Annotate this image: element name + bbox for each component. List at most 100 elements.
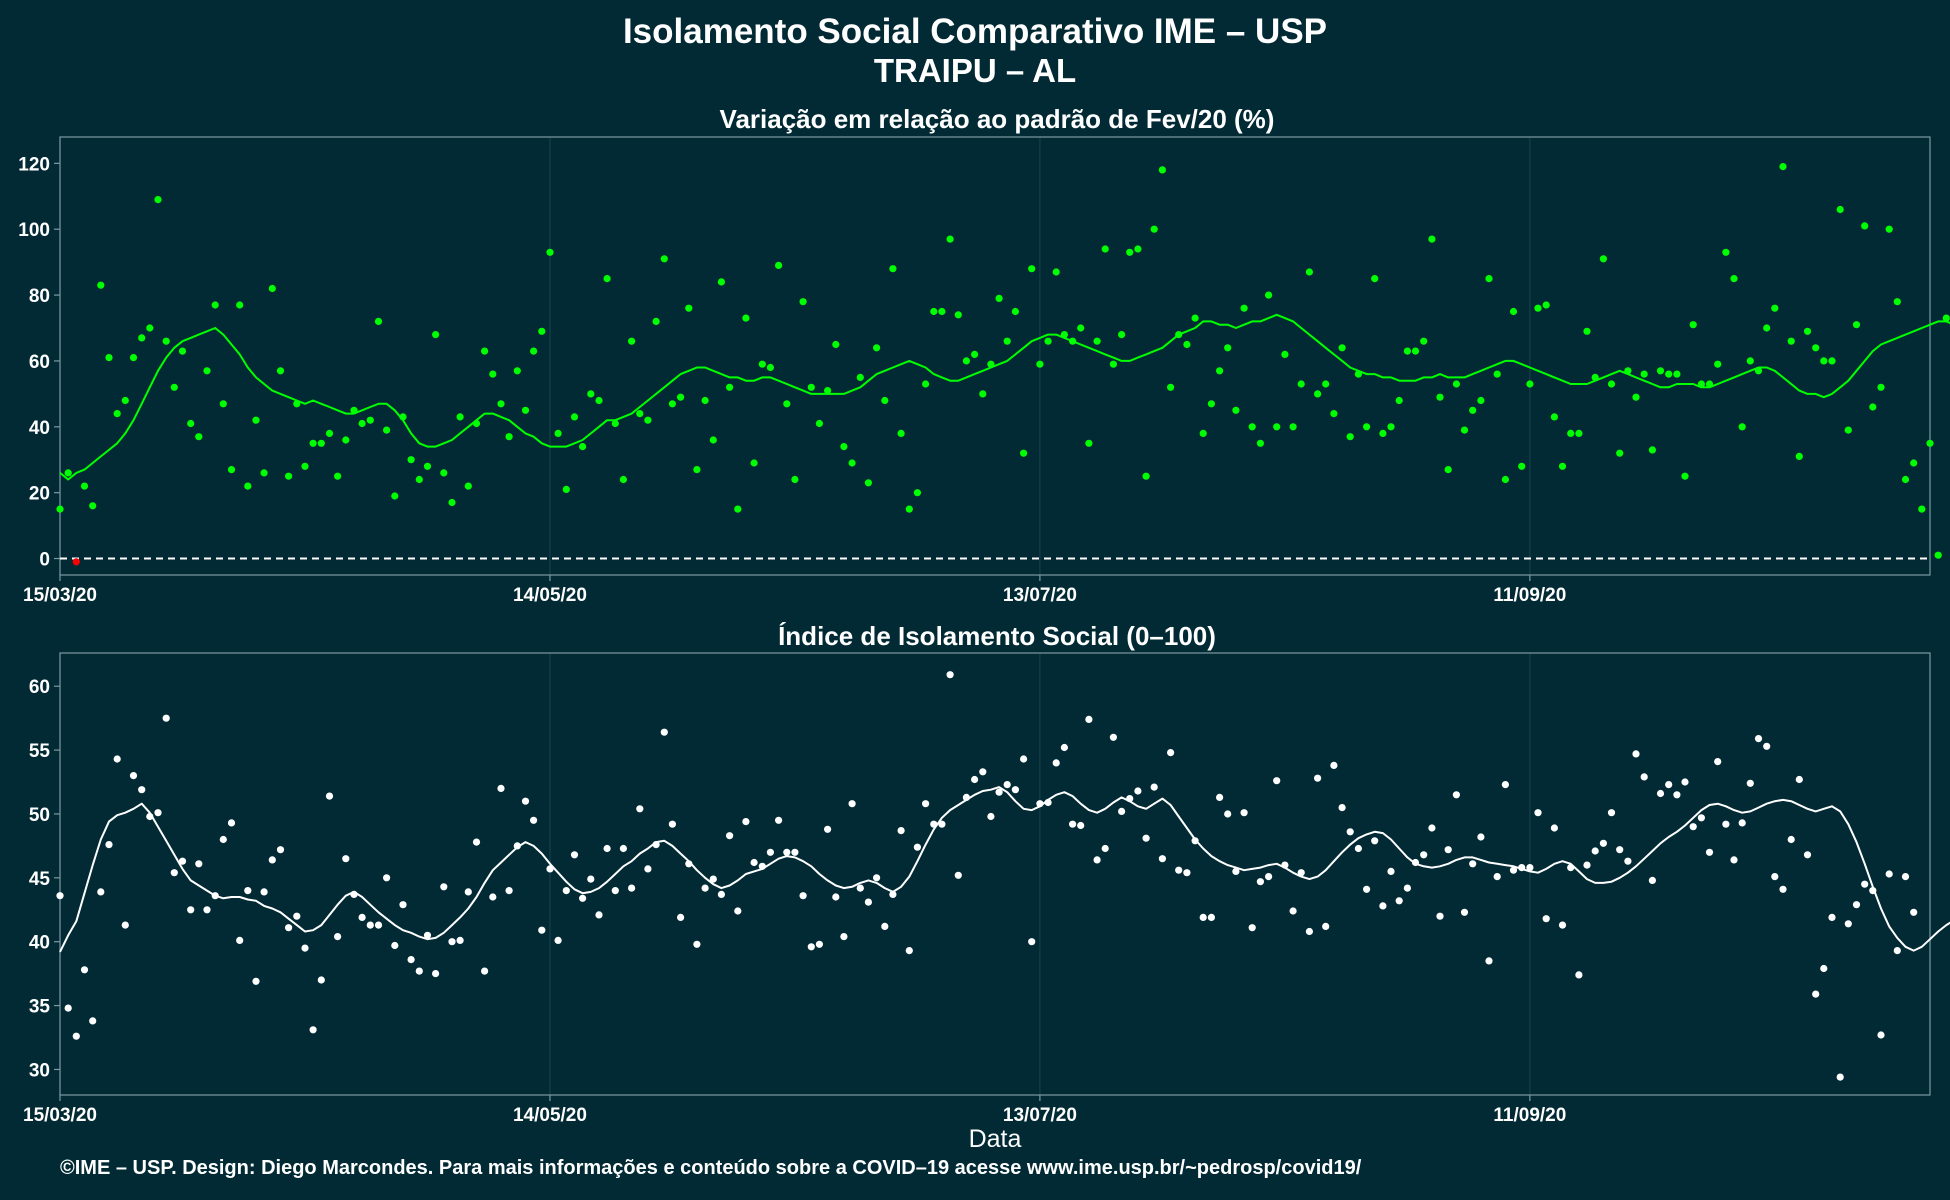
index-data-point (138, 786, 146, 794)
variation-data-point (1265, 291, 1273, 299)
variation-data-point (1542, 301, 1550, 309)
index-data-point (1550, 824, 1558, 832)
variation-data-point (1477, 396, 1485, 405)
index-y-tick-label: 30 (29, 1060, 50, 1081)
variation-y-tick-label: 80 (29, 286, 50, 307)
index-data-point (1501, 781, 1509, 789)
variation-data-point (138, 334, 146, 342)
index-data-point (374, 921, 383, 929)
index-x-tick-label: 15/03/20 (23, 1105, 97, 1126)
variation-data-point (832, 340, 840, 349)
variation-data-point (1158, 166, 1166, 174)
variation-data-point (358, 419, 366, 428)
index-data-point (1575, 971, 1583, 979)
variation-data-point (1746, 357, 1754, 365)
variation-data-point (1346, 433, 1354, 441)
variation-data-point (946, 235, 954, 243)
index-data-point (505, 887, 513, 895)
variation-data-point (1460, 426, 1469, 434)
index-data-point (742, 818, 750, 826)
index-data-point (415, 967, 423, 975)
variation-moving-average-line (59, 313, 1950, 481)
variation-data-point (1509, 307, 1518, 316)
index-data-point (481, 967, 489, 975)
variation-data-point (195, 433, 203, 441)
index-data-point (1011, 786, 1020, 794)
variation-data-point (1575, 429, 1583, 437)
index-y-tick-label: 55 (29, 741, 51, 762)
variation-x-tick-label: 11/09/20 (1493, 585, 1566, 606)
variation-data-point (440, 469, 448, 477)
variation-data-point (1109, 360, 1117, 368)
index-data-point (1901, 873, 1910, 881)
variation-data-point (685, 304, 693, 312)
index-data-point (840, 933, 848, 941)
variation-data-point (1044, 337, 1052, 345)
variation-data-point (366, 416, 374, 424)
variation-data-point (391, 492, 399, 500)
index-data-point (791, 848, 799, 856)
variation-data-point (1199, 429, 1207, 437)
index-data-point (1607, 809, 1616, 817)
variation-data-point (325, 429, 334, 437)
variation-data-point (758, 360, 766, 368)
index-data-point (391, 941, 399, 950)
variation-data-point (815, 419, 824, 428)
index-data-point (1093, 856, 1101, 864)
index-data-point (1101, 844, 1109, 853)
index-data-point (766, 848, 775, 856)
index-data-point (464, 888, 472, 896)
index-y-tick-label: 40 (29, 933, 50, 954)
variation-data-point (1322, 380, 1330, 388)
index-data-point (497, 784, 505, 793)
variation-data-point (1420, 337, 1428, 345)
variation-data-point (162, 337, 170, 345)
variation-data-point (1918, 505, 1926, 513)
index-data-point (399, 901, 407, 909)
variation-data-point (1844, 426, 1852, 434)
index-data-point (521, 797, 530, 805)
index-data-point (930, 820, 938, 828)
index-data-point (1673, 791, 1681, 799)
variation-data-point (807, 383, 815, 391)
variation-data-point (448, 498, 456, 507)
variation-data-point (1011, 307, 1020, 316)
variation-data-point (766, 363, 775, 372)
index-data-point (1665, 781, 1673, 789)
index-data-point (1518, 864, 1526, 872)
index-data-point (1199, 913, 1207, 922)
index-data-point (1167, 749, 1175, 757)
index-x-tick-label: 11/09/20 (1493, 1105, 1566, 1126)
variation-data-point (1069, 337, 1077, 345)
index-moving-average-line (59, 786, 1950, 953)
variation-data-point (1665, 370, 1673, 378)
index-data-point (1338, 804, 1346, 812)
variation-data-point (203, 367, 211, 375)
variation-data-point (1550, 413, 1558, 421)
variation-data-point (530, 347, 538, 355)
index-data-point (1648, 876, 1656, 885)
variation-data-point (1558, 462, 1567, 470)
index-data-point (1787, 835, 1795, 844)
index-data-point (293, 912, 301, 920)
variation-data-point (1330, 410, 1338, 418)
index-data-point (775, 816, 783, 824)
variation-y-tick-label: 20 (29, 484, 50, 505)
index-data-point (1354, 844, 1362, 853)
variation-data-point (1518, 462, 1526, 470)
variation-data-point (1240, 304, 1248, 312)
variation-data-point (1640, 370, 1648, 378)
variation-data-point (1338, 344, 1346, 352)
variation-data-point (309, 439, 317, 447)
variation-data-point (799, 298, 807, 306)
index-data-point (1003, 781, 1011, 789)
index-data-point (1771, 873, 1779, 881)
variation-data-point (1093, 337, 1101, 345)
variation-data-point (962, 357, 971, 365)
index-data-point (383, 874, 391, 882)
variation-data-point (513, 367, 521, 375)
variation-data-point (693, 466, 701, 474)
variation-data-point (1387, 423, 1395, 431)
variation-data-point (1681, 472, 1689, 480)
